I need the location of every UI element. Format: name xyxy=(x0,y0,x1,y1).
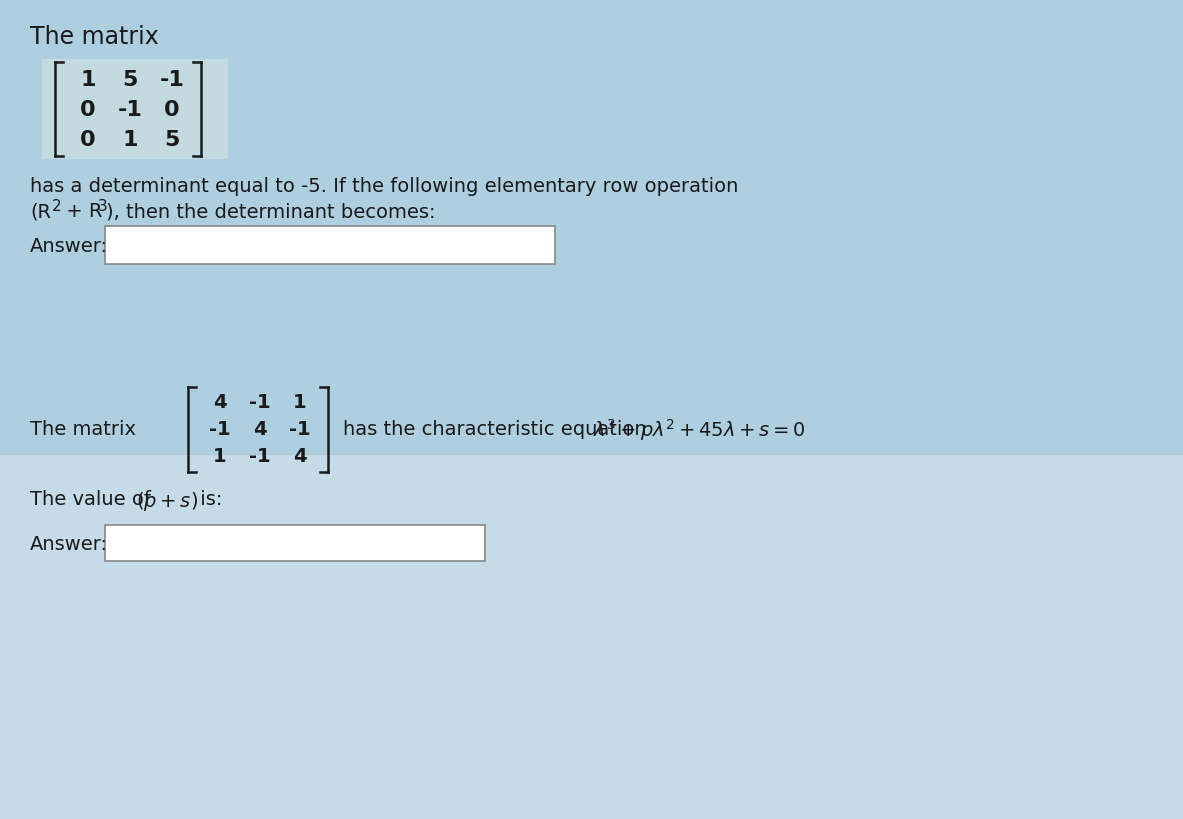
Text: 5: 5 xyxy=(164,130,180,150)
Text: 4: 4 xyxy=(213,393,227,412)
Bar xyxy=(105,227,555,265)
Bar xyxy=(105,525,485,561)
Text: 1: 1 xyxy=(213,447,227,466)
Text: (R: (R xyxy=(30,201,51,221)
Text: The matrix: The matrix xyxy=(30,420,136,439)
Text: -1: -1 xyxy=(209,420,231,439)
Text: ), then the determinant becomes:: ), then the determinant becomes: xyxy=(106,201,435,221)
Text: 1: 1 xyxy=(122,130,137,150)
Text: Answer:: Answer: xyxy=(30,236,108,256)
Text: 1: 1 xyxy=(293,393,306,412)
Text: $\lambda^3 + p\lambda^2 + 45\lambda + s = 0$: $\lambda^3 + p\lambda^2 + 45\lambda + s … xyxy=(593,417,806,442)
Text: 0: 0 xyxy=(164,100,180,120)
Text: + R: + R xyxy=(60,201,103,221)
Text: 1: 1 xyxy=(80,70,96,90)
Text: $(p +s)$: $(p +s)$ xyxy=(136,490,198,513)
Bar xyxy=(0,0,1183,455)
Text: Answer:: Answer: xyxy=(30,534,108,553)
Text: 3: 3 xyxy=(98,199,108,214)
Text: -1: -1 xyxy=(160,70,185,90)
Text: -1: -1 xyxy=(289,420,311,439)
Text: The value of: The value of xyxy=(30,490,157,509)
Text: -1: -1 xyxy=(117,100,142,120)
Text: -1: -1 xyxy=(250,393,271,412)
Text: is:: is: xyxy=(194,490,222,509)
Text: The matrix: The matrix xyxy=(30,25,159,49)
Text: -1: -1 xyxy=(250,447,271,466)
Text: 2: 2 xyxy=(52,199,62,214)
Text: 5: 5 xyxy=(122,70,137,90)
Bar xyxy=(0,455,1183,819)
Text: 4: 4 xyxy=(293,447,306,466)
Text: 0: 0 xyxy=(80,100,96,120)
Text: 4: 4 xyxy=(253,420,267,439)
Text: 0: 0 xyxy=(80,130,96,150)
Text: has a determinant equal to -5. If the following elementary row operation: has a determinant equal to -5. If the fo… xyxy=(30,177,738,196)
Text: has the characteristic equation: has the characteristic equation xyxy=(343,420,647,439)
Bar xyxy=(43,60,228,160)
